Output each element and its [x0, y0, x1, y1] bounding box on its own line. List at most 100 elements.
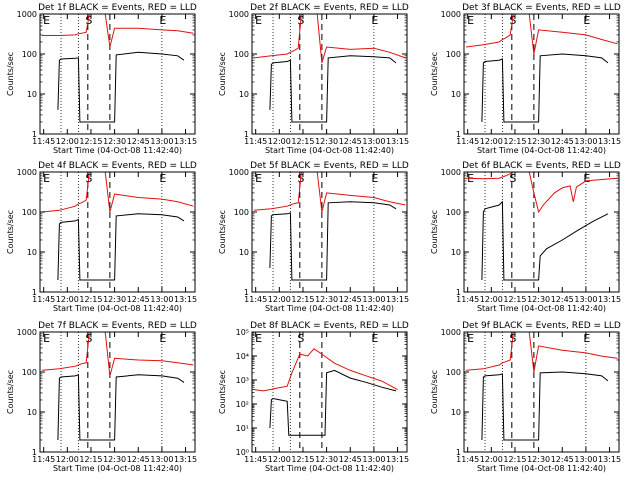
panel-title: Det 7f BLACK = Events, RED = LLD: [38, 321, 197, 331]
x-tick-label: 12:45: [551, 137, 574, 146]
y-tick-label: 100: [22, 368, 37, 377]
marker-label: E: [43, 172, 50, 185]
x-tick-label: 13:00: [574, 137, 597, 146]
y-tick-label: 1000: [17, 168, 37, 177]
y-tick-label: 10: [451, 90, 461, 99]
lld-series-line: [466, 171, 618, 214]
x-tick-label: 13:15: [598, 455, 621, 464]
x-tick-label: 12:45: [127, 295, 150, 304]
y-tick-label: 10: [451, 408, 461, 417]
lld-series-line: [254, 348, 398, 392]
x-axis-label: Start Time (04-Oct-08 11:42:40): [265, 146, 394, 155]
x-tick-label: 12:15: [503, 455, 526, 464]
plot-frame: [463, 171, 620, 293]
panel-title: Det 4f BLACK = Events, RED = LLD: [38, 161, 197, 171]
x-tick-label: 12:00: [480, 295, 503, 304]
y-tick-label: 1000: [229, 168, 249, 177]
y-tick-label: 10⁰: [236, 448, 249, 457]
y-tick-label: 1: [456, 288, 461, 297]
lld-series-line: [42, 13, 194, 48]
marker-label: E: [467, 14, 474, 27]
plot-frame: [251, 171, 408, 293]
events-series-line: [481, 53, 609, 123]
panel-title: Det 3f BLACK = Events, RED = LLD: [462, 3, 621, 13]
y-tick-label: 1000: [441, 168, 461, 177]
lld-series-line: [254, 13, 406, 64]
plot-frame: [39, 13, 196, 135]
x-tick-label: 13:00: [150, 137, 173, 146]
x-tick-label: 11:45: [456, 137, 479, 146]
x-tick-label: 11:45: [32, 137, 55, 146]
x-tick-label: 12:30: [527, 455, 550, 464]
y-tick-label: 100: [446, 50, 461, 59]
y-tick-label: 10⁴: [236, 352, 249, 361]
x-tick-label: 13:15: [386, 295, 409, 304]
y-axis-label: Counts/sec: [6, 210, 15, 254]
plot-frame: [39, 171, 196, 293]
marker-label: E: [43, 14, 50, 27]
x-tick-label: 12:15: [291, 137, 314, 146]
y-tick-label: 1: [32, 288, 37, 297]
x-tick-label: 12:30: [103, 455, 126, 464]
x-tick-label: 12:00: [268, 455, 291, 464]
y-tick-label: 10: [239, 90, 249, 99]
x-tick-label: 12:00: [268, 137, 291, 146]
events-series-line: [269, 369, 397, 436]
y-tick-label: 100: [22, 208, 37, 217]
x-tick-label: 12:15: [79, 295, 102, 304]
marker-label: E: [583, 14, 590, 27]
x-tick-label: 12:45: [127, 137, 150, 146]
x-tick-label: 12:30: [103, 295, 126, 304]
lld-series-line: [42, 171, 194, 213]
plot-frame: [251, 13, 408, 135]
marker-label: E: [159, 332, 166, 345]
y-tick-label: 100: [446, 368, 461, 377]
y-axis-label: Counts/sec: [6, 370, 15, 414]
x-tick-label: 12:15: [291, 455, 314, 464]
events-series-line: [481, 200, 609, 281]
x-axis-label: Start Time (04-Oct-08 11:42:40): [477, 146, 606, 155]
marker-label: E: [371, 14, 378, 27]
x-tick-label: 13:00: [574, 295, 597, 304]
x-tick-label: 12:30: [315, 295, 338, 304]
x-tick-label: 12:00: [56, 295, 79, 304]
y-tick-label: 10⁵: [236, 328, 249, 337]
y-tick-label: 10: [239, 248, 249, 257]
y-tick-label: 1000: [441, 328, 461, 337]
x-tick-label: 12:00: [480, 137, 503, 146]
x-tick-label: 12:15: [79, 137, 102, 146]
x-tick-label: 12:45: [339, 295, 362, 304]
x-tick-label: 12:45: [551, 455, 574, 464]
plot-frame: [251, 331, 408, 453]
x-tick-label: 12:30: [527, 137, 550, 146]
y-tick-label: 1000: [17, 328, 37, 337]
lld-series-line: [42, 331, 194, 377]
marker-label: E: [159, 14, 166, 27]
x-tick-label: 13:00: [574, 455, 597, 464]
x-axis-label: Start Time (04-Oct-08 11:42:40): [477, 304, 606, 313]
x-tick-label: 12:30: [315, 455, 338, 464]
y-tick-label: 1000: [229, 10, 249, 19]
x-tick-label: 13:00: [362, 455, 385, 464]
x-tick-label: 13:00: [150, 455, 173, 464]
plot-frame: [39, 331, 196, 453]
x-tick-label: 12:30: [527, 295, 550, 304]
marker-label: E: [467, 332, 474, 345]
y-axis-label: Counts/sec: [218, 52, 227, 96]
y-axis-label: Counts/sec: [6, 52, 15, 96]
y-tick-label: 10²: [236, 400, 249, 409]
marker-label: E: [371, 332, 378, 345]
x-tick-label: 13:15: [174, 137, 197, 146]
x-tick-label: 11:45: [456, 455, 479, 464]
y-tick-label: 1: [32, 448, 37, 457]
marker-label: E: [371, 172, 378, 185]
x-axis-label: Start Time (04-Oct-08 11:42:40): [53, 146, 182, 155]
x-tick-label: 13:00: [362, 295, 385, 304]
x-axis-label: Start Time (04-Oct-08 11:42:40): [265, 464, 394, 473]
